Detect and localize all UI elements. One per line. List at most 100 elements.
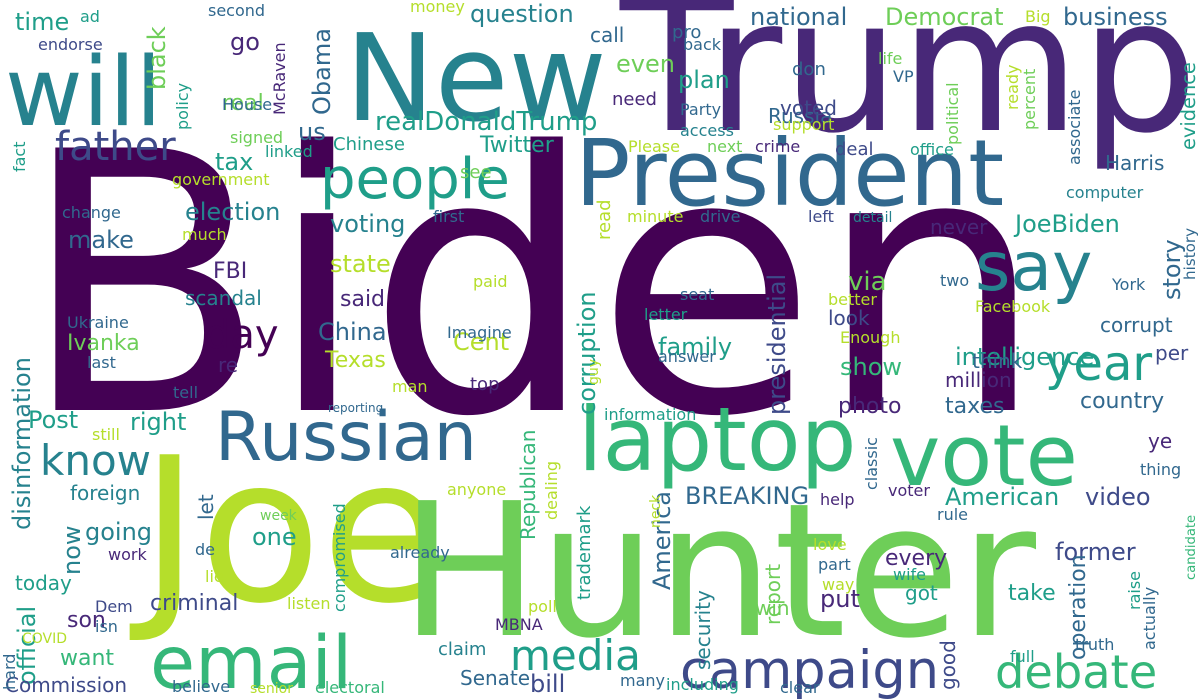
word-hard: hard xyxy=(0,654,19,690)
word-neck: neck xyxy=(648,494,664,528)
word-facebook: Facebook xyxy=(975,297,1051,316)
word-russian: Russian xyxy=(215,398,477,477)
word-ad: ad xyxy=(80,7,100,26)
word-even: even xyxy=(616,50,675,78)
word-report: report xyxy=(761,564,785,625)
word-computer: computer xyxy=(1066,183,1144,202)
word-help: help xyxy=(820,490,855,509)
word-say: say xyxy=(975,228,1092,307)
word-york: York xyxy=(1111,275,1146,294)
word-never: never xyxy=(930,215,988,239)
word-realdonaldtrump: realDonaldTrump xyxy=(375,107,597,137)
word-will: will xyxy=(5,38,162,148)
word-letter: letter xyxy=(644,305,688,324)
word-minute: minute xyxy=(627,207,683,226)
word-ivanka: Ivanka xyxy=(67,331,140,356)
word-tax: tax xyxy=(215,148,253,176)
word-show: show xyxy=(840,353,902,381)
word-good: good xyxy=(936,640,960,690)
word-de: de xyxy=(195,540,215,559)
word-every: every xyxy=(885,546,947,571)
word-electoral: electoral xyxy=(315,678,385,697)
word-bill: bill xyxy=(530,670,565,698)
word-america: America xyxy=(648,491,676,590)
word-question: question xyxy=(470,0,574,28)
word-reporting: reporting xyxy=(328,401,383,415)
word-son: son xyxy=(67,608,106,633)
word-including: including xyxy=(666,675,739,694)
word-covid: COVID xyxy=(22,631,67,647)
word-campaign: campaign xyxy=(680,640,939,700)
word-last: last xyxy=(87,353,116,372)
word-trademark: trademark xyxy=(574,505,595,600)
word-twitter: Twitter xyxy=(479,133,555,158)
word-left: left xyxy=(808,207,834,226)
word-compromised: compromised xyxy=(330,503,349,612)
word-take: take xyxy=(1008,581,1056,606)
word-mcraven: McRaven xyxy=(270,42,289,115)
word-government: government xyxy=(172,170,270,189)
word-country: country xyxy=(1080,389,1164,414)
word-please: Please xyxy=(628,137,680,156)
word-today: today xyxy=(15,571,72,595)
word-vp: VP xyxy=(893,67,914,86)
word-support: support xyxy=(773,115,834,134)
word-ready: ready xyxy=(1003,65,1022,111)
word-dealing: dealing xyxy=(542,461,561,520)
word-scandal: scandal xyxy=(185,286,262,310)
word-vote: vote xyxy=(890,407,1078,506)
word-fact: fact xyxy=(10,141,29,172)
word-cent: Cent xyxy=(453,328,509,356)
word-got: got xyxy=(905,581,938,605)
word-know: know xyxy=(40,436,151,485)
word-political: political xyxy=(943,82,962,145)
word-ukraine: Ukraine xyxy=(67,313,129,332)
word-rule: rule xyxy=(937,505,968,524)
word-now: now xyxy=(58,525,86,575)
word-disinformation: disinformation xyxy=(8,357,36,530)
word-isn: isn xyxy=(95,617,118,636)
word-presidential: presidential xyxy=(763,274,791,415)
word-already: already xyxy=(390,543,450,562)
word-laptop: laptop xyxy=(578,388,856,491)
word-official: official xyxy=(13,606,41,685)
word-photo: photo xyxy=(838,394,901,419)
word-deal: deal xyxy=(835,139,874,160)
word-mbna: MBNA xyxy=(495,615,543,634)
word-people: people xyxy=(320,147,510,212)
word-commission: Commission xyxy=(5,673,127,697)
word-pro: pro xyxy=(672,22,701,43)
word-us: us xyxy=(298,118,326,146)
word-answer: answer xyxy=(658,347,716,366)
word-imagine: Imagine xyxy=(447,323,512,342)
word-signed: signed xyxy=(230,128,283,147)
word-much: much xyxy=(182,225,227,244)
word-think: think xyxy=(972,349,1023,373)
word-senate: Senate xyxy=(460,666,530,690)
word-life: life xyxy=(878,49,902,68)
word-win: win xyxy=(755,596,790,620)
word-day: day xyxy=(205,312,279,358)
word-detail: detail xyxy=(853,210,892,226)
word-work: work xyxy=(108,545,147,564)
word-love: love xyxy=(813,535,847,554)
word-endorse: endorse xyxy=(38,35,103,54)
word-believe: believe xyxy=(172,677,230,696)
word-tell: tell xyxy=(173,383,198,402)
word-linked: linked xyxy=(265,142,313,161)
word-look: look xyxy=(828,306,870,330)
word-man: man xyxy=(392,377,428,396)
word-first: first xyxy=(433,207,464,226)
word-associate: associate xyxy=(1065,90,1084,165)
word-want: want xyxy=(60,646,114,671)
word-back: back xyxy=(683,35,722,54)
word-enough: Enough xyxy=(840,328,900,347)
word-truth: truth xyxy=(1075,635,1114,654)
word-percent: percent xyxy=(1020,69,1039,130)
word-china: China xyxy=(318,318,387,346)
word-hunter: Hunter xyxy=(400,463,1037,679)
word-national: national xyxy=(750,3,847,31)
word-fbi: FBI xyxy=(213,259,247,284)
word-paid: paid xyxy=(473,272,508,291)
word-real: real xyxy=(222,91,264,116)
